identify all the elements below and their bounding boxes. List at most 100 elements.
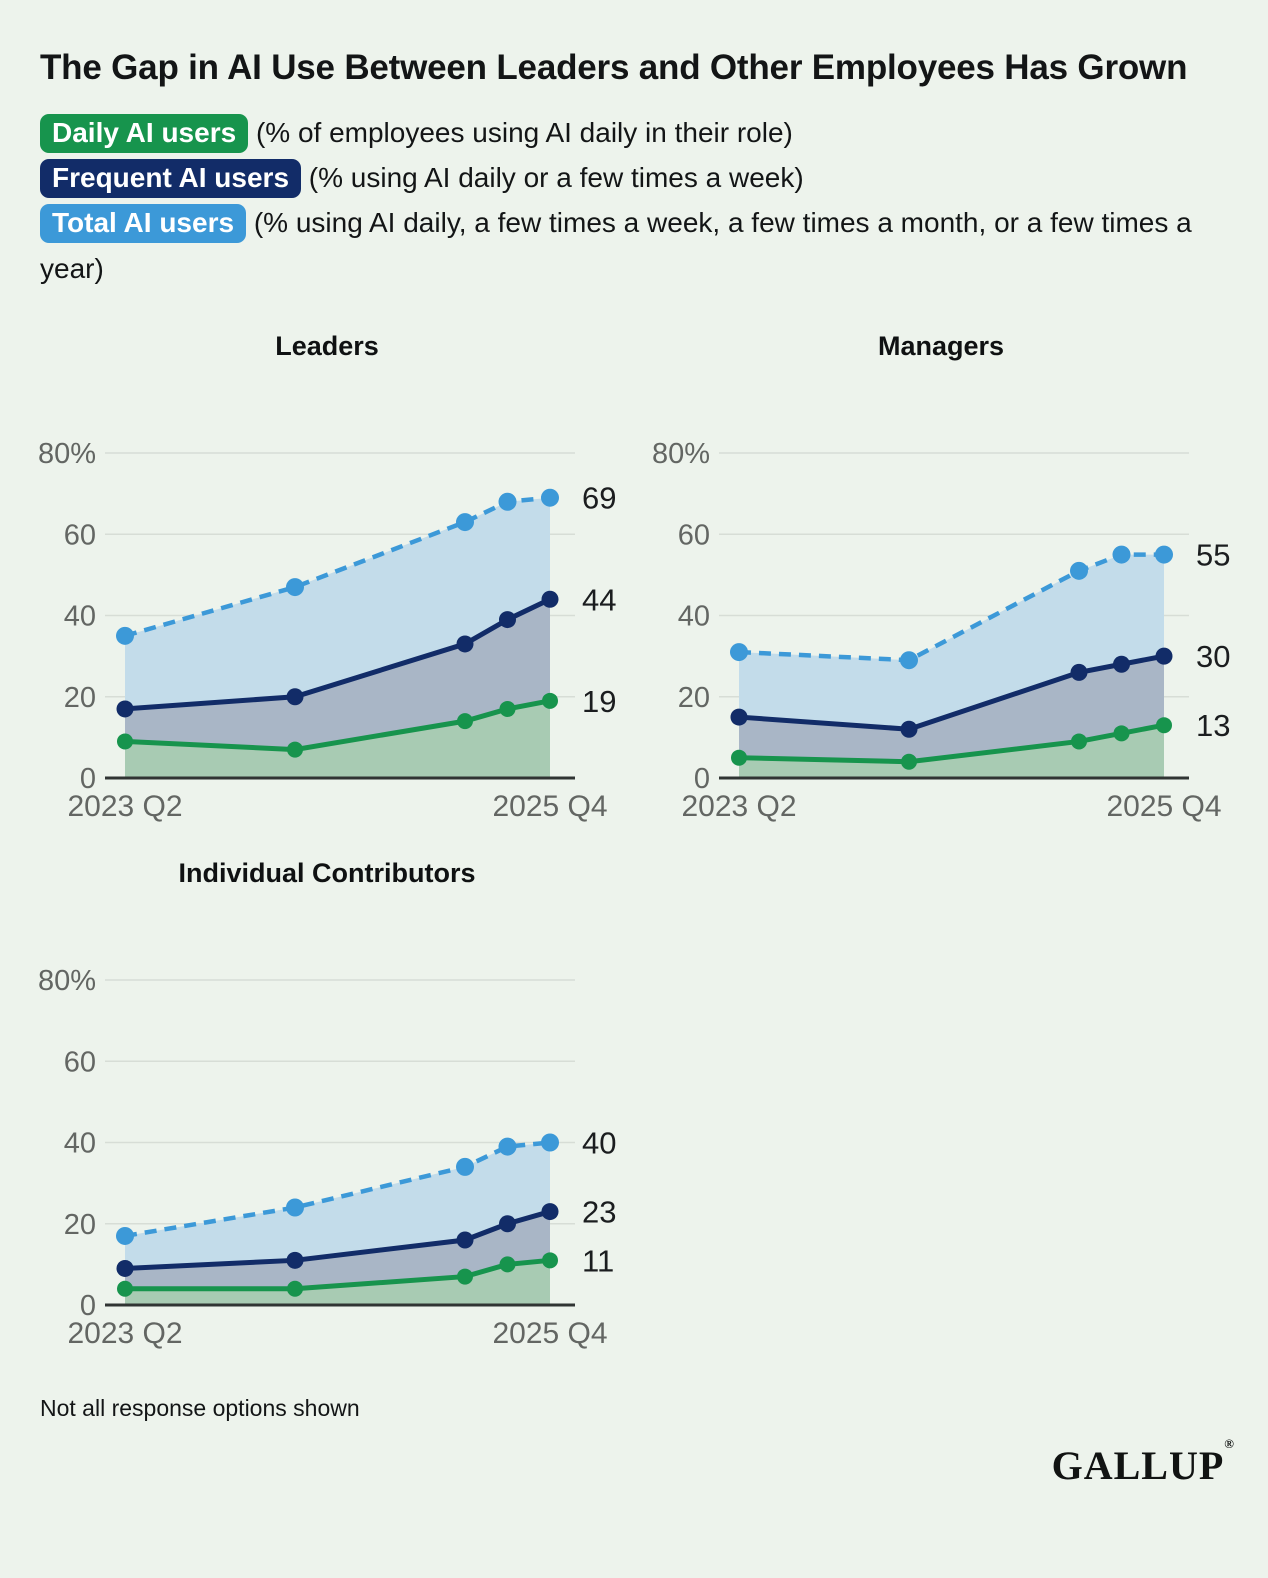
x-tick-label: 2023 Q2 (681, 790, 796, 823)
data-point-frequent (499, 1215, 516, 1233)
data-point-total (1112, 545, 1131, 564)
chart-title-managers: Managers (877, 331, 1005, 362)
data-point-frequent (286, 688, 304, 706)
x-tick-label: 2025 Q4 (492, 1317, 607, 1350)
legend-item-total: Total AI users (% using AI daily, a few … (40, 200, 1220, 291)
y-tick-label: 0 (80, 1290, 96, 1322)
x-tick-label: 2025 Q4 (1106, 790, 1221, 823)
data-point-daily (287, 741, 303, 758)
end-value-label-daily: 11 (582, 1243, 614, 1278)
data-point-daily (901, 753, 917, 770)
gallup-logo-text: GALLUP (1051, 1443, 1225, 1489)
data-point-frequent (1113, 655, 1130, 673)
data-point-total (498, 492, 517, 511)
data-point-frequent (116, 1260, 134, 1278)
y-tick-label: 0 (80, 763, 96, 795)
data-point-daily (287, 1280, 303, 1297)
footnote: Not all response options shown (40, 1395, 360, 1422)
data-point-daily (499, 1256, 516, 1273)
end-value-label-total: 69 (582, 481, 616, 516)
y-tick-label: 0 (694, 763, 710, 795)
legend-description-daily: (% of employees using AI daily in their … (255, 116, 793, 148)
y-tick-label: 20 (64, 682, 96, 714)
data-point-total (286, 1198, 304, 1217)
chart-individual-contributors: Individual Contributors 0 20 40 60 80% 40 23 11… (30, 858, 624, 1355)
end-value-label-daily: 19 (582, 684, 616, 719)
registered-trademark-icon: ® (1224, 1435, 1234, 1451)
data-point-total (1070, 561, 1088, 580)
x-tick-label: 2023 Q2 (67, 790, 182, 823)
series-line-total (124, 495, 551, 639)
data-point-frequent (730, 708, 748, 726)
data-point-total (116, 626, 134, 645)
end-value-label-total: 40 (582, 1126, 616, 1161)
x-tick-label: 2023 Q2 (67, 1317, 182, 1350)
y-tick-label: 80% (38, 965, 96, 997)
end-value-label-frequent: 23 (582, 1195, 616, 1230)
y-tick-label: 60 (64, 1046, 96, 1078)
data-point-frequent (541, 590, 559, 608)
series-area-daily (125, 700, 550, 779)
y-tick-label: 60 (64, 519, 96, 551)
legend-item-frequent: Frequent AI users (% using AI daily or a… (40, 155, 1220, 200)
data-point-daily (542, 692, 558, 709)
series-area-daily (125, 1260, 550, 1306)
y-tick-label: 40 (678, 601, 710, 633)
data-point-daily (457, 713, 473, 730)
legend-badge-frequent: Frequent AI users (40, 159, 302, 199)
end-value-label-frequent: 30 (1196, 639, 1230, 674)
legend-description-total: (% using AI daily, a few times a week, a… (40, 207, 1192, 284)
gallup-logo: GALLUP® (40, 1436, 1248, 1489)
y-tick-label: 60 (678, 519, 710, 551)
data-point-frequent (499, 611, 516, 629)
data-point-total (498, 1137, 517, 1156)
legend-item-daily: Daily AI users (% of employees using AI … (40, 110, 1220, 155)
individual-contributors-chart-plot: 0 20 40 60 80% 40 23 11 2023 Q2 2025 Q4 (38, 965, 617, 1350)
data-point-total (900, 651, 918, 670)
data-point-daily (1071, 733, 1087, 750)
data-point-daily (1113, 725, 1130, 742)
y-tick-label: 40 (64, 1128, 96, 1160)
data-point-total (541, 1133, 559, 1152)
data-point-frequent (541, 1203, 559, 1221)
page-title: The Gap in AI Use Between Leaders and Ot… (40, 48, 1188, 87)
data-point-frequent (1070, 664, 1088, 681)
data-point-total (286, 578, 304, 597)
data-point-daily (117, 733, 133, 750)
data-point-daily (731, 749, 747, 766)
chart-leaders: Leaders 0 20 40 60 80% 69 44 19 2023 Q2 2025 Q4 (30, 331, 624, 828)
data-point-daily (1156, 717, 1172, 734)
legend-badge-daily: Daily AI users (40, 113, 249, 153)
end-value-label-daily: 13 (1196, 708, 1230, 743)
leaders-chart-plot: 0 20 40 60 80% 69 44 19 2023 Q2 2025 Q4 (38, 438, 617, 823)
data-point-daily (499, 701, 516, 718)
data-point-total (1155, 545, 1173, 564)
data-point-daily (542, 1252, 558, 1269)
end-value-label-total: 55 (1196, 538, 1230, 573)
data-point-total (456, 513, 474, 532)
chart-title-individual-contributors: Individual Contributors (178, 858, 476, 889)
charts-grid: Leaders 0 20 40 60 80% 69 44 19 2023 Q2 2025 Q4 M… (30, 331, 1248, 1355)
data-point-frequent (286, 1251, 304, 1269)
managers-chart-plot: 0 20 40 60 80% 55 30 13 2023 Q2 2025 Q4 (652, 438, 1231, 823)
data-point-frequent (116, 700, 134, 718)
series-area-daily (739, 725, 1164, 779)
data-point-total (541, 488, 559, 507)
y-tick-label: 20 (64, 1209, 96, 1241)
legend-badge-total: Total AI users (40, 204, 247, 244)
legend: Daily AI users (% of employees using AI … (40, 110, 1220, 291)
end-value-label-frequent: 44 (582, 582, 616, 617)
data-point-frequent (456, 1231, 474, 1249)
y-tick-label: 40 (64, 601, 96, 633)
data-point-frequent (900, 720, 918, 738)
data-point-total (456, 1158, 474, 1176)
data-point-total (730, 643, 748, 662)
x-tick-label: 2025 Q4 (492, 790, 607, 823)
legend-description-frequent: (% using AI daily or a few times a week) (308, 162, 804, 194)
data-point-total (116, 1227, 134, 1246)
data-point-frequent (456, 635, 474, 653)
data-point-daily (117, 1280, 133, 1297)
data-point-frequent (1155, 647, 1173, 665)
data-point-daily (457, 1268, 473, 1285)
y-tick-label: 20 (678, 682, 710, 714)
